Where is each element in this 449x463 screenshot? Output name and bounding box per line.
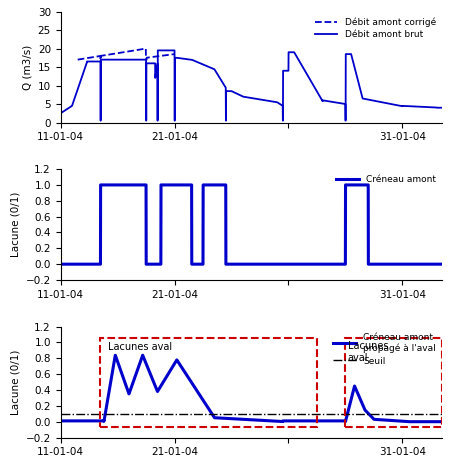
- Débit amont brut: [155, 48, 160, 53]
- Débit amont brut: [58, 111, 63, 116]
- Débit amont brut: [372, 98, 377, 104]
- Débit amont brut: [440, 105, 445, 111]
- Créneau amont: [98, 182, 103, 188]
- Débit amont brut: [204, 63, 209, 69]
- Créneau amont
propagé à l'aval: [127, 388, 132, 394]
- Seuil: [69, 411, 75, 417]
- Débit amont brut: [128, 57, 133, 63]
- Y-axis label: Lacune (0/1): Lacune (0/1): [10, 192, 20, 257]
- Créneau amont: [306, 262, 312, 267]
- Text: Lacunes aval: Lacunes aval: [109, 342, 172, 351]
- Legend: Créneau amont: Créneau amont: [335, 174, 438, 186]
- Seuil: [58, 411, 63, 417]
- Y-axis label: Q (m3/s): Q (m3/s): [22, 44, 32, 90]
- Bar: [345, 338, 442, 427]
- Legend: Débit amont corrigé, Débit amont brut: Débit amont corrigé, Débit amont brut: [313, 16, 438, 41]
- Débit amont corrigé: [127, 49, 132, 54]
- Débit amont brut: [98, 118, 103, 124]
- Y-axis label: Lacune (0/1): Lacune (0/1): [10, 350, 20, 415]
- Débit amont brut: [343, 118, 348, 124]
- Créneau amont: [128, 182, 133, 188]
- Text: Lacunes
aval: Lacunes aval: [348, 341, 388, 363]
- Débit amont brut: [287, 50, 292, 55]
- Bar: [101, 338, 317, 427]
- Legend: Créneau amont
propagé à l'aval, Seuil: Créneau amont propagé à l'aval, Seuil: [332, 331, 438, 367]
- Créneau amont
propagé à l'aval: [343, 419, 348, 425]
- Créneau amont
propagé à l'aval: [405, 419, 411, 425]
- Créneau amont: [343, 182, 348, 188]
- Créneau amont
propagé à l'aval: [287, 418, 292, 424]
- Line: Créneau amont: Créneau amont: [61, 185, 442, 264]
- Créneau amont
propagé à l'aval: [140, 352, 145, 358]
- Créneau amont
propagé à l'aval: [204, 403, 209, 408]
- Line: Débit amont brut: Débit amont brut: [61, 50, 442, 121]
- Line: Débit amont corrigé: Débit amont corrigé: [78, 49, 175, 60]
- Créneau amont
propagé à l'aval: [306, 418, 312, 424]
- Créneau amont: [287, 262, 292, 267]
- Créneau amont: [372, 262, 377, 267]
- Créneau amont: [58, 262, 63, 267]
- Créneau amont
propagé à l'aval: [440, 419, 445, 425]
- Line: Créneau amont
propagé à l'aval: Créneau amont propagé à l'aval: [61, 355, 442, 422]
- Débit amont brut: [306, 75, 312, 81]
- Créneau amont: [204, 182, 209, 188]
- Créneau amont
propagé à l'aval: [372, 417, 377, 422]
- Créneau amont
propagé à l'aval: [58, 418, 63, 424]
- Créneau amont: [440, 262, 445, 267]
